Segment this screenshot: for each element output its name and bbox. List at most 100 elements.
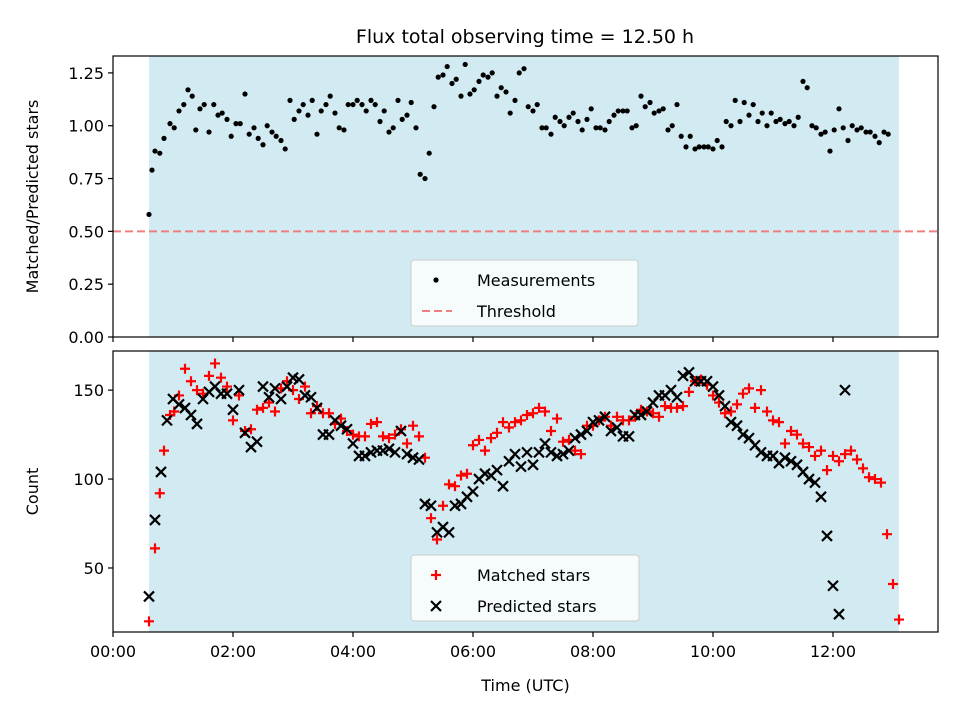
predicted-point [809,476,821,489]
matched-point [154,488,165,499]
matched-point [372,417,382,428]
measurement-point [633,123,639,129]
measurement-point [588,106,594,112]
matched-point [894,614,904,625]
measurement-point [651,110,657,116]
measurement-point [881,129,887,135]
measurement-point [300,101,306,108]
measurement-point [683,144,689,150]
predicted-point [803,473,815,485]
matched-point [822,465,832,476]
matched-point [840,449,850,460]
matched-point [726,406,736,417]
measurement-point [728,123,734,129]
x-tick-label: 06:00 [450,642,496,661]
measurement-point [746,112,752,118]
predicted-point [521,446,533,459]
predicted-point [641,405,653,418]
measurement-point [489,70,495,76]
measurement-point [431,104,437,110]
measurement-point [669,123,675,129]
predicted-point [527,459,539,471]
matched-point [270,406,280,417]
measurement-point [867,129,873,135]
measurement-point [710,146,716,152]
predicted-point [605,425,617,437]
legend-label: Predicted stars [477,597,597,616]
measurement-point [149,167,155,173]
measurement-point [287,97,293,103]
measurement-point [822,129,828,135]
matched-point [192,385,202,396]
measurement-point [157,150,163,156]
y-tick-label: 50 [84,559,104,578]
measurement-point [678,133,684,139]
measurement-point [363,108,369,114]
y-tick-label: 0.25 [68,275,104,294]
legend-marker-measurements [433,277,439,283]
measurement-point [575,118,581,125]
matched-point [498,417,508,428]
matched-point [888,578,898,589]
matched-point [486,433,496,444]
predicted-point [599,411,611,423]
measurement-point [246,131,252,137]
predicted-point [395,425,407,437]
measurement-point [579,127,585,133]
measurement-point [782,121,788,127]
measurement-point [327,93,333,99]
measurement-point [359,101,365,108]
predicted-point [311,402,323,414]
y-axis-label: Matched/Predicted stars [23,100,42,294]
predicted-point [497,480,509,492]
x-tick-label: 08:00 [570,642,616,661]
predicted-point [239,427,251,439]
y-tick-label: 100 [73,470,104,489]
measurement-point [606,118,612,125]
figure-title: Flux total observing time = 12.50 h [356,26,694,48]
measurement-point [615,108,621,114]
measurement-point [624,108,630,114]
measurement-point [206,129,212,135]
predicted-point [581,425,593,437]
matched-point [522,410,532,421]
matched-point [264,397,274,408]
predicted-point [671,391,683,404]
predicted-point [677,370,689,382]
measurement-point [422,175,428,182]
predicted-point [815,491,827,503]
measurement-point [485,74,491,80]
matched-point [732,399,742,410]
matched-point [762,406,772,417]
matched-point [300,381,310,392]
measurement-point [467,91,473,97]
measurement-point [503,89,509,95]
measurement-point [395,97,401,103]
matched-point [756,385,766,396]
matched-point [204,370,214,381]
measurement-point [242,91,248,97]
measurement-point [840,125,846,131]
measurement-point [413,125,419,131]
predicted-point [323,428,335,441]
measurement-point [602,127,608,133]
measurement-point [354,97,360,103]
matched-point [348,429,358,440]
legend-label: Threshold [476,302,556,321]
legend-label: Measurements [477,271,595,290]
measurement-point [444,63,450,70]
y-tick-label: 1.00 [68,117,104,136]
predicted-point [731,419,743,432]
matched-point [864,472,874,483]
predicted-point [347,437,359,450]
predicted-point [683,366,695,379]
predicted-point [563,444,575,457]
measurement-point [278,137,284,144]
measurement-point [584,116,590,122]
predicted-point [173,398,185,411]
predicted-point [251,435,263,448]
matched-point [774,417,784,428]
measurement-point [642,104,648,110]
matched-point [444,479,454,490]
measurement-point [408,99,414,106]
